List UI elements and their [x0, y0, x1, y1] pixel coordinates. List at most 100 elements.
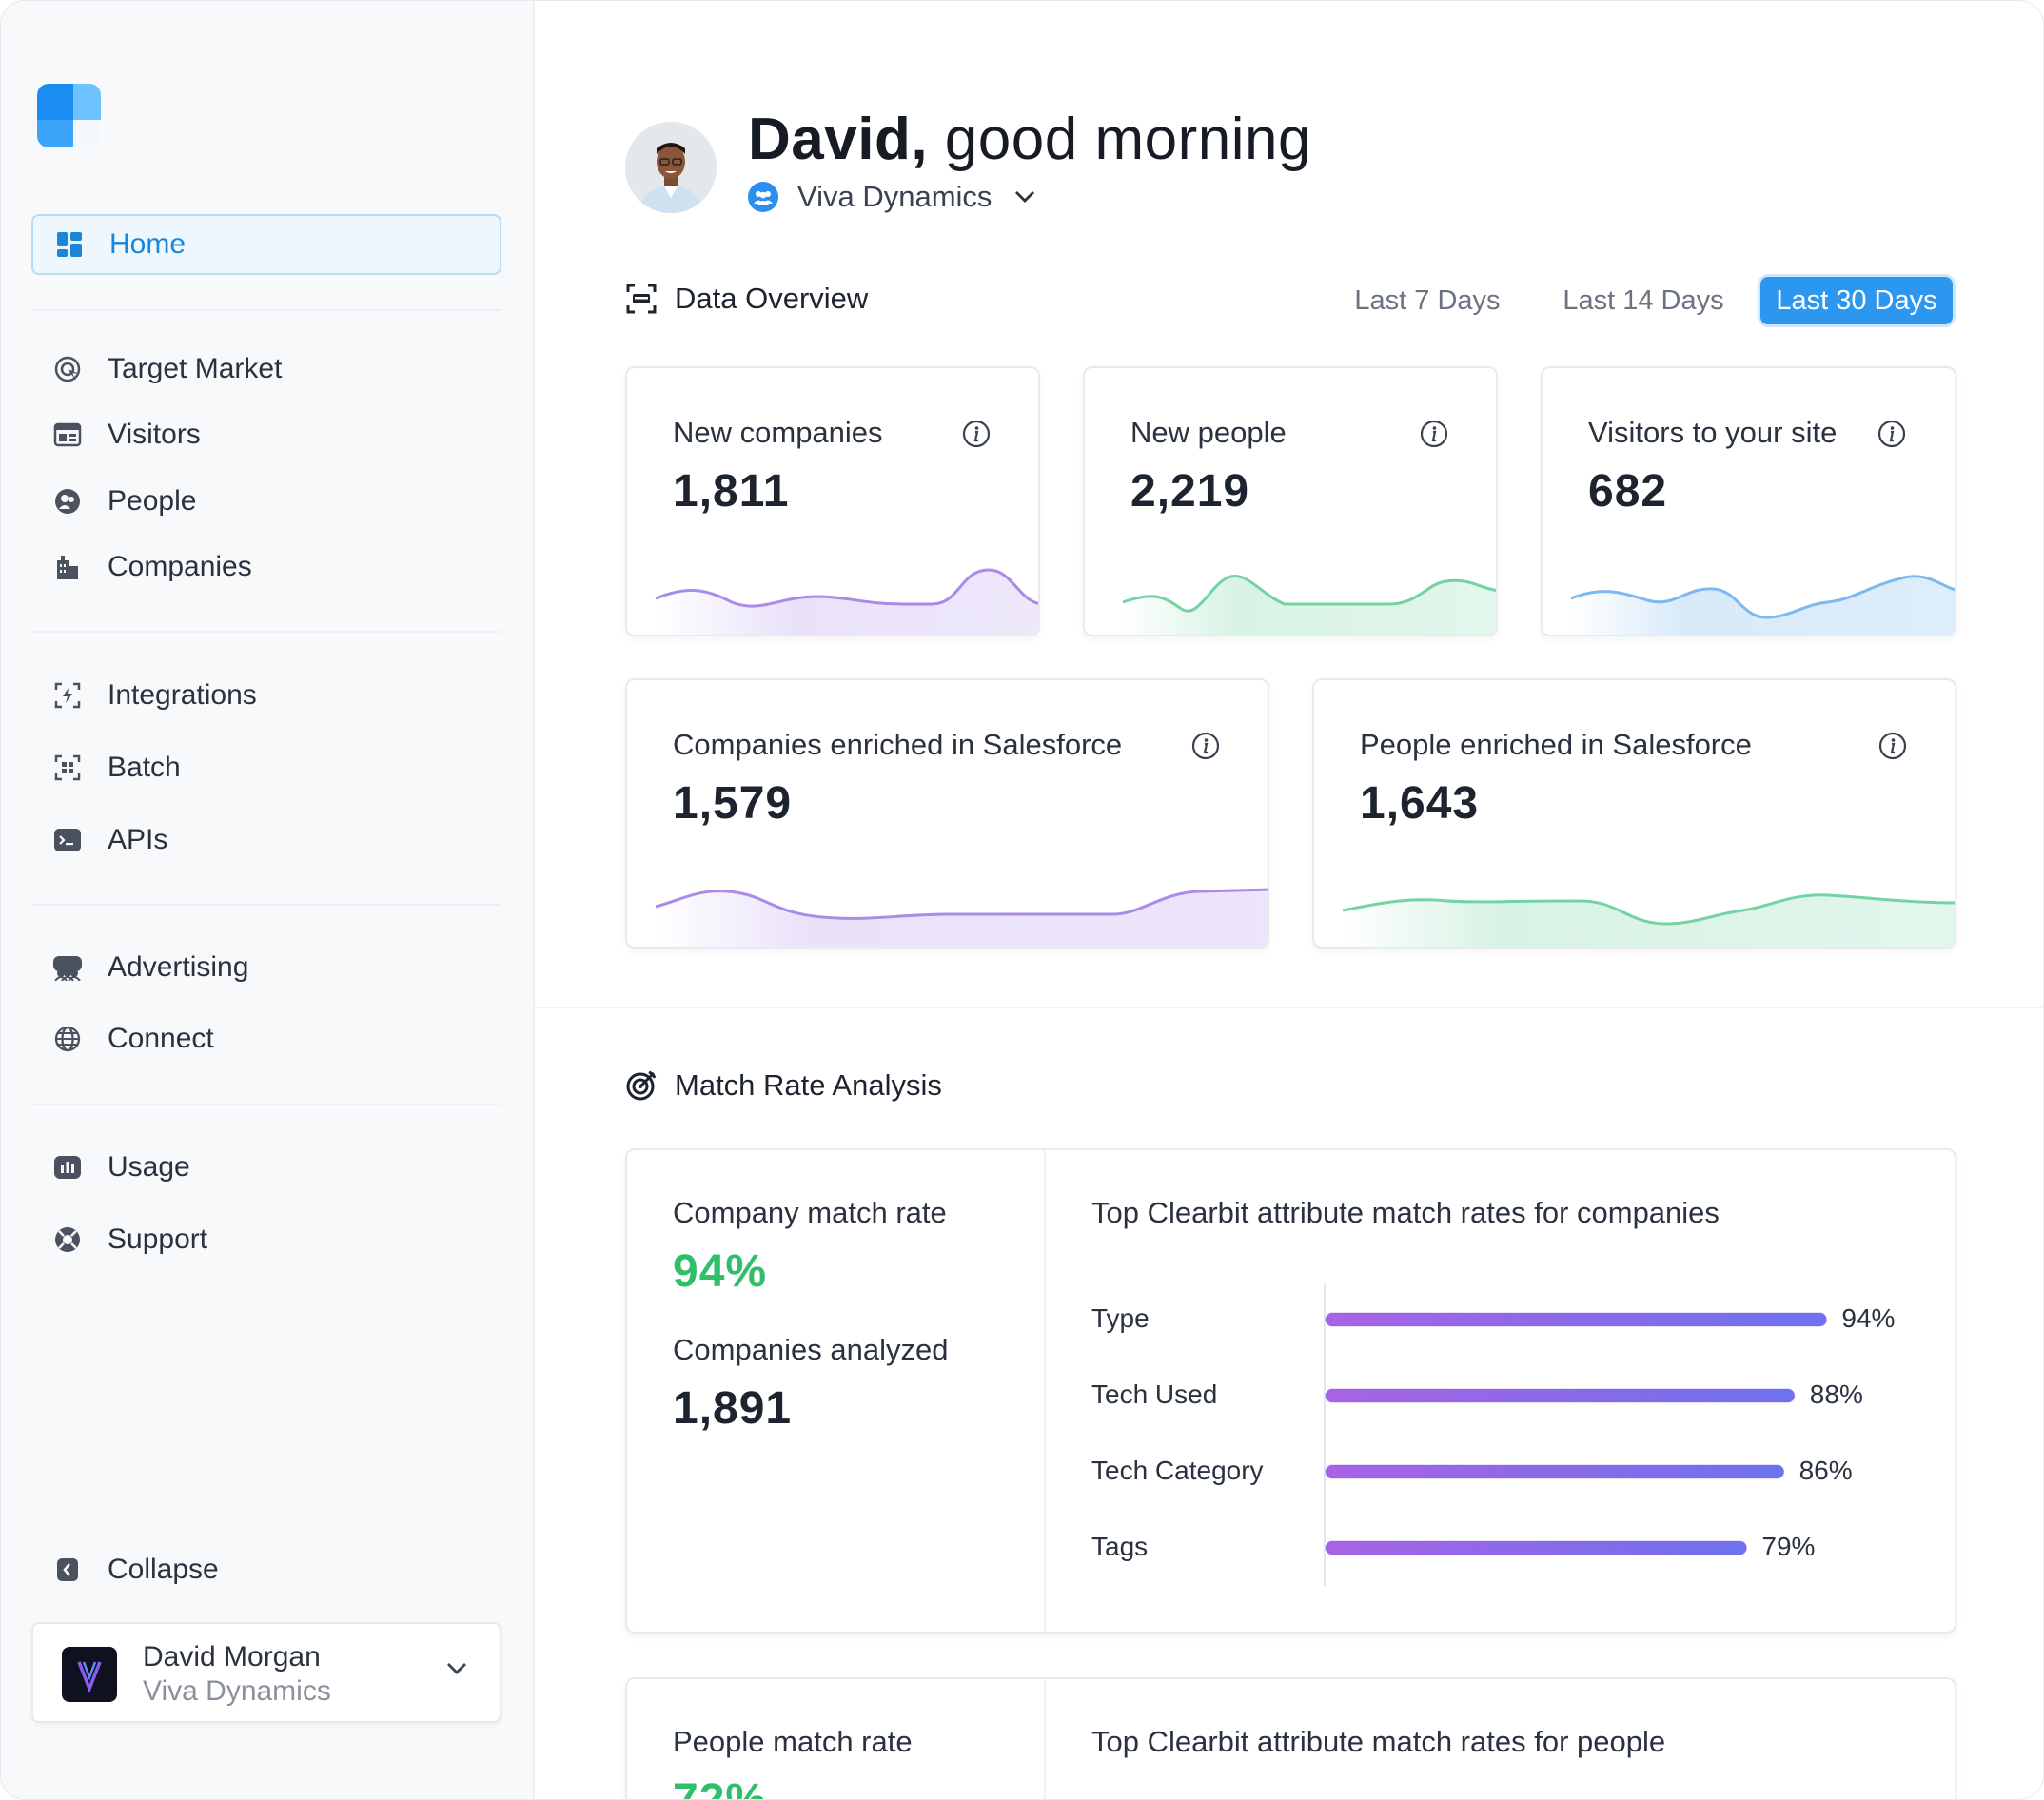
advertising-icon	[52, 952, 83, 983]
browser-icon	[52, 420, 83, 450]
collapse-label: Collapse	[108, 1554, 219, 1585]
info-icon[interactable]	[1878, 732, 1907, 760]
bar-value-label: 88%	[1809, 1379, 1863, 1409]
sidebar-item-label: Batch	[108, 752, 181, 783]
stat-value: 1,643	[1360, 778, 1480, 829]
sidebar-item-companies[interactable]: Companies	[31, 537, 501, 597]
stat-value: 1,579	[673, 778, 793, 829]
user-name: David Morgan	[143, 1641, 321, 1673]
companies-analyzed-label: Companies analyzed	[673, 1333, 949, 1366]
account-switcher[interactable]: David Morgan Viva Dynamics	[31, 1622, 501, 1723]
data-overview-heading: Data Overview	[625, 282, 868, 316]
people-match-rate-value: 72%	[673, 1774, 767, 1799]
stat-card-companies-enriched[interactable]: Companies enriched in Salesforce 1,579	[625, 678, 1269, 949]
user-org: Viva Dynamics	[143, 1675, 331, 1707]
sidebar-item-integrations[interactable]: Integrations	[31, 665, 501, 726]
range-last-7-days[interactable]: Last 7 Days	[1354, 284, 1501, 316]
bar-category-label: Tech Category	[1091, 1456, 1264, 1485]
sidebar-divider	[31, 309, 501, 311]
main-content: David, good morning Viva Dynamics Data O…	[535, 1, 2043, 1799]
sidebar-item-label: Advertising	[108, 951, 249, 983]
company-match-rate-label: Company match rate	[673, 1196, 947, 1229]
stat-label: New companies	[673, 416, 883, 449]
stat-value: 1,811	[673, 466, 790, 517]
collapse-button[interactable]: Collapse	[31, 1539, 501, 1600]
team-icon	[748, 182, 778, 212]
sidebar-divider	[31, 1104, 501, 1105]
stat-card-people-enriched[interactable]: People enriched in Salesforce 1,643	[1312, 678, 1956, 949]
stat-label: Visitors to your site	[1588, 416, 1838, 449]
sparkline-chart	[655, 888, 1268, 947]
usage-icon	[52, 1152, 83, 1183]
app-logo-icon[interactable]	[37, 84, 101, 147]
org-name: Viva Dynamics	[797, 180, 993, 213]
chevron-down-icon	[1015, 191, 1035, 203]
sidebar-item-home[interactable]: Home	[31, 214, 501, 275]
sidebar-item-connect[interactable]: Connect	[31, 1008, 501, 1069]
range-last-30-days[interactable]: Last 30 Days	[1760, 277, 1953, 324]
integrations-icon	[52, 680, 83, 711]
match-rate-heading: Match Rate Analysis	[625, 1068, 942, 1103]
range-last-14-days[interactable]: Last 14 Days	[1562, 284, 1724, 316]
info-icon[interactable]	[1877, 420, 1906, 448]
sparkline-chart	[1122, 575, 1496, 635]
org-logo	[62, 1647, 117, 1702]
collapse-icon	[52, 1555, 83, 1585]
section-title-text: Data Overview	[675, 282, 869, 315]
sidebar-item-label: People	[108, 485, 197, 517]
sidebar-item-support[interactable]: Support	[31, 1209, 501, 1270]
sidebar-item-target-market[interactable]: Target Market	[31, 339, 501, 400]
sparkline-chart	[655, 568, 1038, 635]
terminal-icon	[52, 825, 83, 855]
buildings-icon	[52, 552, 83, 582]
info-icon[interactable]	[1191, 732, 1220, 760]
stat-card-visitors[interactable]: Visitors to your site 682	[1541, 366, 1956, 636]
card-divider	[1044, 1150, 1046, 1632]
bar-tags	[1325, 1540, 1747, 1555]
lifebuoy-icon	[52, 1224, 83, 1255]
bar-value-label: 86%	[1798, 1456, 1853, 1485]
chart-title: Top Clearbit attribute match rates for p…	[1091, 1725, 1666, 1758]
sidebar-item-label: Visitors	[108, 419, 201, 450]
bar-category-label: Tech Used	[1091, 1379, 1218, 1409]
sidebar-item-advertising[interactable]: Advertising	[31, 937, 501, 998]
greeting-text: good morning	[944, 107, 1311, 172]
stat-card-new-people[interactable]: New people 2,219	[1083, 366, 1498, 636]
sidebar-item-label: Connect	[108, 1023, 214, 1054]
sidebar-item-label: APIs	[108, 824, 168, 855]
bar-tech-used	[1325, 1388, 1796, 1403]
sparkline-chart	[1342, 893, 1955, 947]
sidebar: Home Target Market Visitors People Com	[1, 1, 535, 1799]
scan-icon	[626, 284, 657, 314]
target-market-icon	[52, 354, 83, 384]
sidebar-divider	[31, 904, 501, 906]
sidebar-item-batch[interactable]: Batch	[31, 737, 501, 798]
target-icon	[626, 1070, 657, 1101]
section-title-text: Match Rate Analysis	[675, 1068, 942, 1102]
stat-label: Companies enriched in Salesforce	[673, 728, 1123, 761]
stat-card-new-companies[interactable]: New companies 1,811	[625, 366, 1040, 636]
avatar[interactable]	[625, 122, 717, 213]
page-title: David, good morning	[748, 106, 1311, 173]
sidebar-item-label: Usage	[108, 1151, 190, 1183]
stat-value: 682	[1588, 466, 1668, 517]
greeting-name: David,	[748, 107, 929, 172]
sidebar-item-visitors[interactable]: Visitors	[31, 404, 501, 465]
info-icon[interactable]	[962, 420, 991, 448]
attribute-match-bar-chart	[1324, 1283, 1827, 1586]
section-divider	[535, 1007, 2043, 1008]
sidebar-item-label: Integrations	[108, 679, 257, 711]
sidebar-item-apis[interactable]: APIs	[31, 810, 501, 871]
org-switcher[interactable]: Viva Dynamics	[748, 180, 1035, 214]
bar-category-label: Type	[1091, 1303, 1150, 1333]
sidebar-item-label: Target Market	[108, 353, 283, 384]
info-icon[interactable]	[1420, 420, 1448, 448]
stat-label: New people	[1130, 416, 1287, 449]
sidebar-item-people[interactable]: People	[31, 471, 501, 532]
bar-value-label: 79%	[1761, 1532, 1816, 1561]
sidebar-item-label: Support	[108, 1223, 208, 1255]
bar-value-label: 94%	[1841, 1303, 1896, 1333]
sidebar-item-usage[interactable]: Usage	[31, 1137, 501, 1198]
company-match-rate-value: 94%	[673, 1246, 768, 1297]
